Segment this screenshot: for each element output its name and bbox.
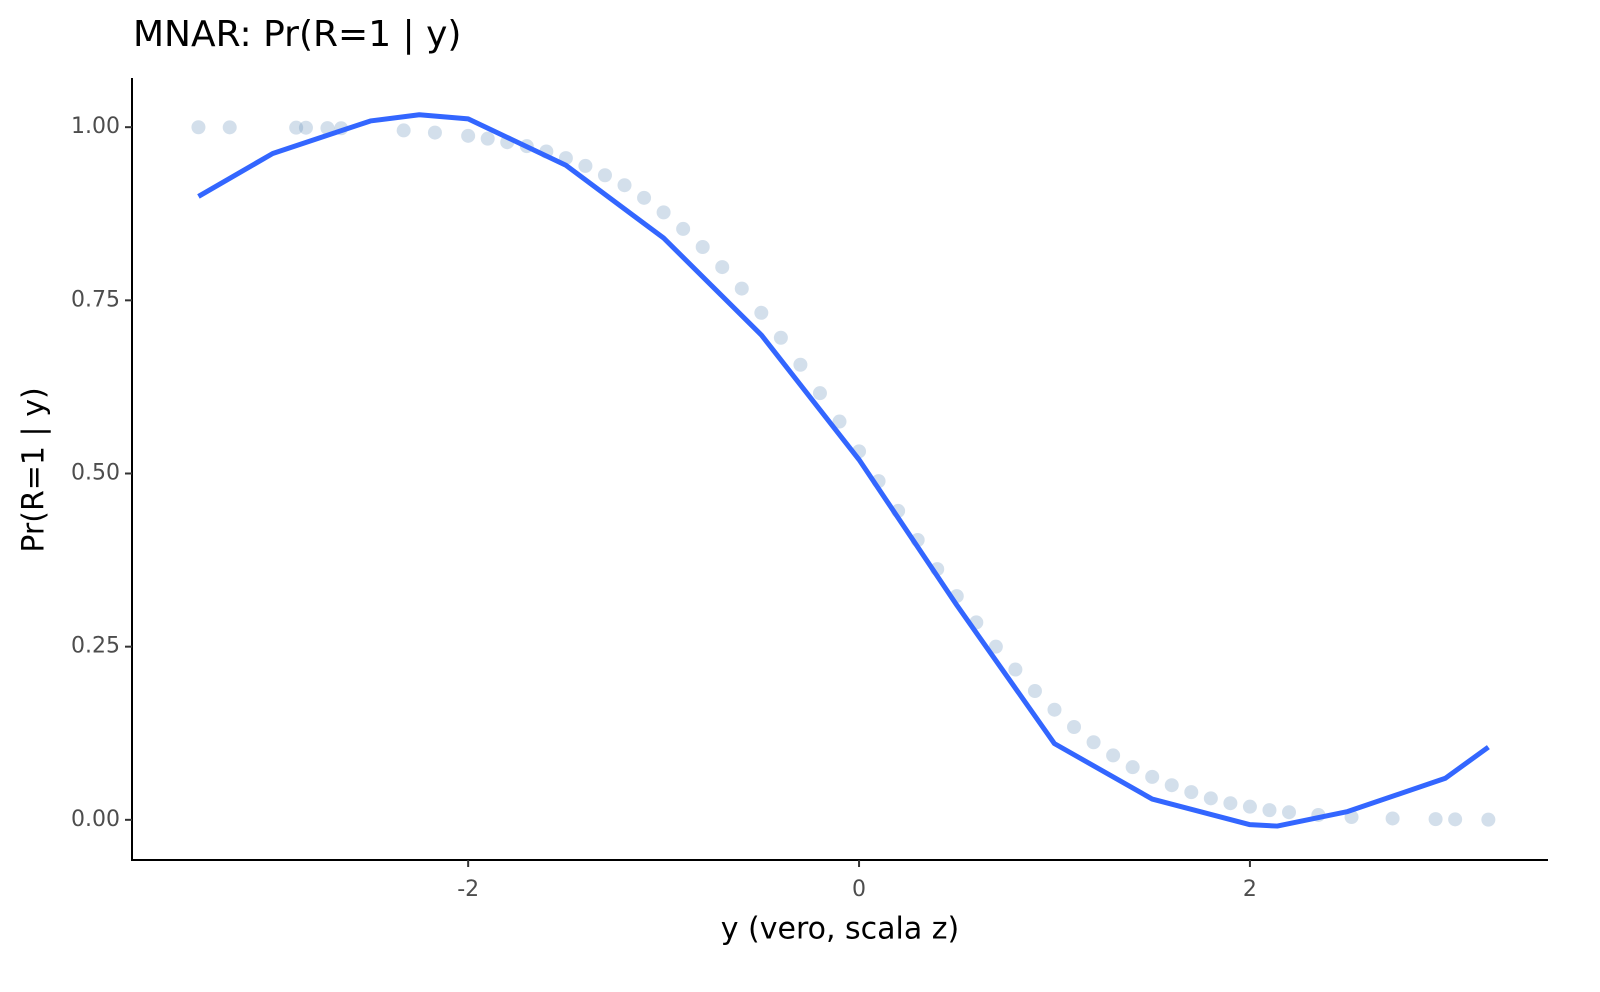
point <box>656 205 671 220</box>
point <box>222 120 237 135</box>
point <box>773 330 788 345</box>
point <box>1164 778 1179 793</box>
point <box>617 178 632 193</box>
point <box>1242 799 1257 814</box>
point <box>676 221 691 236</box>
point <box>1481 812 1496 827</box>
y-tick-label: 1.00 <box>71 114 120 139</box>
point <box>427 125 442 140</box>
point <box>298 120 313 135</box>
y-axis-label: Pr(R=1 | y) <box>17 387 52 552</box>
y-tick-label: 0.75 <box>71 287 120 312</box>
x-tick-label: 0 <box>852 877 866 902</box>
point <box>191 120 206 135</box>
point <box>793 357 808 372</box>
point <box>480 131 495 146</box>
point <box>715 260 730 275</box>
x-tick-label: 2 <box>1243 877 1257 902</box>
point <box>637 190 652 205</box>
point <box>461 128 476 143</box>
fit-line <box>197 112 1490 829</box>
point <box>1184 785 1199 800</box>
point <box>1223 796 1238 811</box>
point <box>1027 683 1042 698</box>
point <box>289 120 304 135</box>
point <box>1106 748 1121 763</box>
point <box>597 168 612 183</box>
point <box>1262 803 1277 818</box>
point <box>1448 812 1463 827</box>
point <box>695 240 710 255</box>
point <box>1047 702 1062 717</box>
y-tick-label: 0.25 <box>71 634 120 659</box>
point <box>1203 791 1218 806</box>
point <box>1282 805 1297 820</box>
point <box>396 123 411 138</box>
point <box>578 158 593 173</box>
point <box>988 639 1003 654</box>
point <box>1008 662 1023 677</box>
point <box>754 305 769 320</box>
point <box>734 281 749 296</box>
point <box>1125 760 1140 775</box>
chart-title: MNAR: Pr(R=1 | y) <box>133 14 461 55</box>
point <box>1145 769 1160 784</box>
point <box>1067 720 1082 735</box>
y-tick-label: 0.50 <box>71 461 120 486</box>
x-tick-label: -2 <box>457 877 479 902</box>
point <box>1086 735 1101 750</box>
x-axis-label: y (vero, scala z) <box>721 912 960 947</box>
y-tick-label: 0.00 <box>71 807 120 832</box>
point <box>1428 812 1443 827</box>
point <box>1385 811 1400 826</box>
point <box>812 386 827 401</box>
point <box>832 414 847 429</box>
